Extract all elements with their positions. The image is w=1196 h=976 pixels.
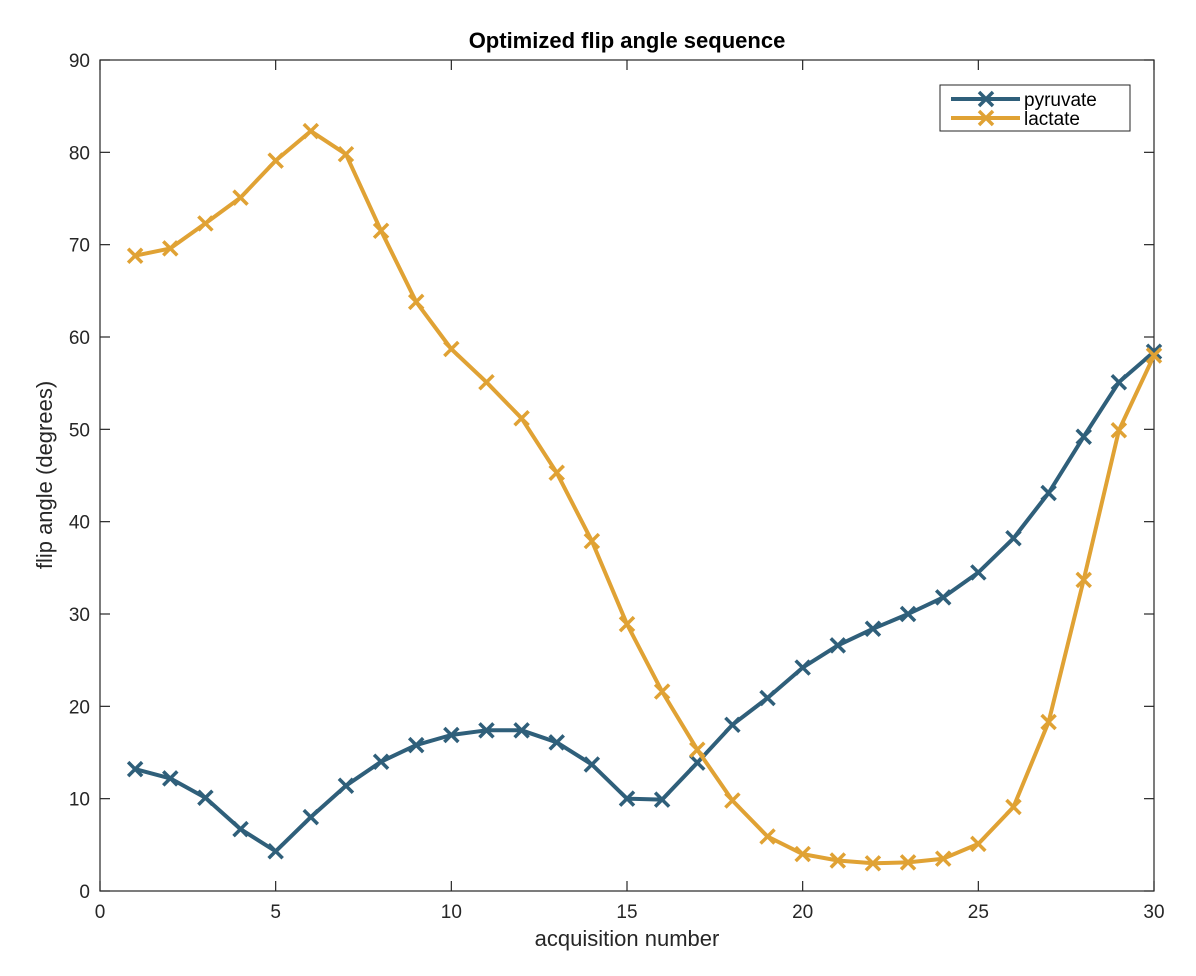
legend: pyruvate lactate: [939, 84, 1131, 132]
data-point-pyruvate: [724, 716, 741, 734]
data-point-lactate: [126, 247, 144, 264]
chart-title: Optimized flip angle sequence: [469, 28, 786, 53]
data-point-pyruvate: [372, 753, 390, 770]
data-point-lactate: [372, 222, 390, 240]
data-point-pyruvate: [864, 620, 882, 638]
data-point-pyruvate: [302, 808, 320, 826]
axis-ticks: 0 5 10 15 20 25 30 0 10 20 30 40 50 60 70 80 90: [69, 51, 1165, 923]
data-point-pyruvate: [934, 589, 952, 606]
data-point-pyruvate: [1075, 428, 1092, 445]
y-tick-label: 60: [69, 328, 90, 349]
data-point-pyruvate: [899, 605, 917, 623]
data-point-pyruvate: [513, 722, 530, 739]
y-axis-label: flip angle (degrees): [32, 381, 57, 569]
data-point-lactate: [232, 189, 249, 206]
data-point-lactate: [829, 852, 847, 869]
data-point-lactate: [478, 374, 495, 391]
data-point-pyruvate: [407, 736, 425, 754]
data-point-pyruvate: [583, 756, 601, 773]
data-point-pyruvate: [162, 770, 179, 787]
data-point-pyruvate: [794, 659, 811, 676]
y-tick-label: 0: [79, 882, 90, 903]
data-point-pyruvate: [829, 637, 847, 654]
data-point-lactate: [864, 855, 882, 872]
series-lactate: [126, 122, 1163, 872]
legend-marker-lactate: [977, 109, 995, 127]
series-layer: [126, 122, 1163, 872]
plot-area: [99, 59, 1155, 892]
data-point-lactate: [443, 340, 460, 358]
y-tick-label: 30: [69, 605, 90, 626]
data-point-lactate: [1075, 571, 1092, 589]
data-point-pyruvate: [548, 734, 565, 751]
x-axis-label: acquisition number: [535, 926, 720, 951]
data-point-lactate: [1005, 798, 1022, 816]
data-point-lactate: [407, 293, 425, 311]
x-tick-label: 25: [968, 902, 989, 923]
data-point-pyruvate: [443, 726, 460, 744]
data-point-lactate: [794, 845, 811, 863]
series-pyruvate: [126, 343, 1163, 860]
data-point-pyruvate: [970, 564, 987, 581]
x-tick-label: 20: [792, 902, 813, 923]
data-point-pyruvate: [197, 789, 214, 806]
data-point-pyruvate: [232, 820, 249, 838]
data-point-lactate: [934, 850, 952, 867]
y-tick-label: 20: [69, 697, 90, 718]
data-point-lactate: [653, 683, 671, 700]
y-tick-label: 80: [69, 143, 90, 164]
legend-label-lactate: lactate: [1024, 109, 1080, 130]
data-point-lactate: [1145, 347, 1163, 364]
y-tick-label: 10: [69, 790, 90, 811]
data-point-lactate: [970, 835, 987, 853]
y-tick-label: 50: [69, 420, 90, 441]
data-point-lactate: [548, 464, 565, 481]
data-point-lactate: [1110, 422, 1128, 439]
data-point-lactate: [162, 240, 179, 257]
data-point-lactate: [267, 152, 284, 169]
data-point-lactate: [759, 828, 776, 845]
y-tick-label: 70: [69, 236, 90, 257]
data-point-pyruvate: [759, 689, 776, 707]
x-tick-label: 15: [616, 902, 637, 923]
data-point-lactate: [513, 410, 530, 427]
data-point-pyruvate: [337, 777, 355, 794]
data-point-pyruvate: [478, 722, 495, 739]
x-tick-label: 30: [1143, 902, 1164, 923]
y-tick-label: 40: [69, 513, 90, 534]
data-point-pyruvate: [653, 791, 671, 808]
data-point-pyruvate: [267, 843, 284, 860]
data-point-lactate: [899, 854, 917, 871]
data-point-lactate: [583, 532, 601, 550]
data-point-lactate: [689, 741, 706, 758]
data-point-pyruvate: [1145, 343, 1163, 361]
data-point-lactate: [618, 615, 636, 633]
data-point-lactate: [1040, 713, 1057, 731]
data-point-pyruvate: [126, 760, 144, 778]
x-tick-label: 0: [95, 902, 106, 923]
data-point-lactate: [337, 145, 355, 163]
data-point-pyruvate: [1040, 484, 1057, 502]
y-tick-label: 90: [69, 51, 90, 72]
x-tick-label: 10: [441, 902, 462, 923]
data-point-lactate: [302, 122, 320, 140]
legend-box: [939, 84, 1131, 132]
data-point-pyruvate: [1110, 374, 1128, 391]
legend-marker-pyruvate: [977, 90, 995, 108]
data-point-pyruvate: [1005, 530, 1022, 547]
x-tick-label: 5: [270, 902, 281, 923]
data-point-lactate: [724, 792, 741, 809]
data-point-lactate: [197, 215, 214, 232]
legend-label-pyruvate: pyruvate: [1024, 90, 1097, 111]
data-point-pyruvate: [618, 790, 636, 807]
